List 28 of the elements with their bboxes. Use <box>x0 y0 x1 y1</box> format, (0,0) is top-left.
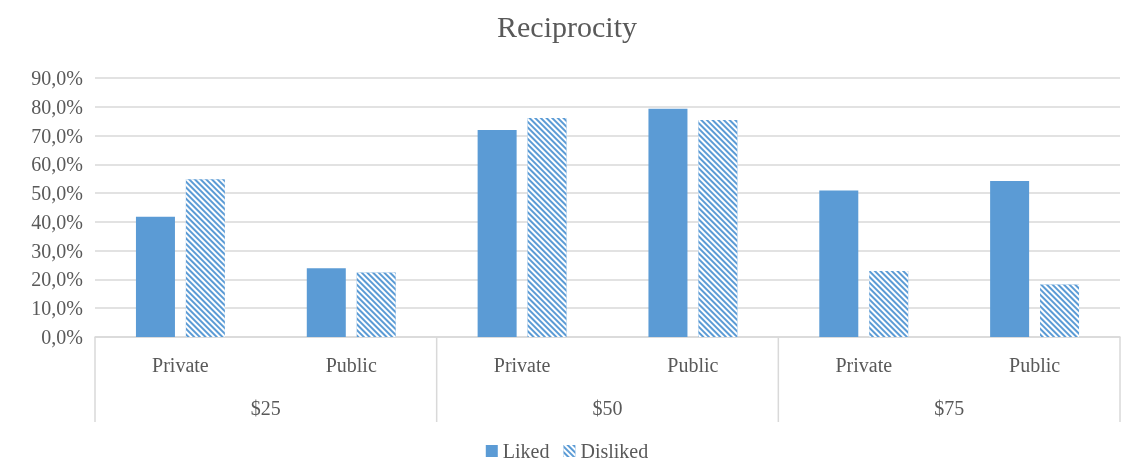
text: $25 <box>250 397 281 419</box>
y-tick-label: 30,0% <box>31 239 83 262</box>
text: $75 <box>934 397 965 419</box>
chart-title: Reciprocity <box>497 9 637 43</box>
x-tick-label: Public <box>1009 354 1061 376</box>
y-tick-label: 10,0% <box>31 297 83 320</box>
legend-label: Disliked <box>580 440 649 462</box>
y-tick-label: 40,0% <box>31 210 83 233</box>
x-tick-label: Private <box>835 354 893 376</box>
bar <box>135 216 175 337</box>
x-tick-label: Public <box>325 354 377 376</box>
x-tick-label: Private <box>493 354 551 376</box>
y-tick-label: 0,0% <box>41 326 83 348</box>
y-tick-label: 90,0% <box>31 67 83 89</box>
legend-label: Liked <box>502 440 550 462</box>
bar <box>306 268 346 337</box>
x-tick-label: Private <box>152 354 209 376</box>
text: $50 <box>592 397 623 419</box>
x-tick-label: Public <box>667 354 719 376</box>
y-tick-label: 80,0% <box>31 95 83 118</box>
y-tick-label: 20,0% <box>31 268 83 291</box>
bar <box>990 181 1030 337</box>
y-tick-label: 60,0% <box>31 153 83 176</box>
y-tick-label: 70,0% <box>31 124 83 147</box>
bar <box>648 108 688 337</box>
y-tick-label: 50,0% <box>31 182 83 205</box>
bar <box>819 190 859 337</box>
bar <box>477 130 517 337</box>
